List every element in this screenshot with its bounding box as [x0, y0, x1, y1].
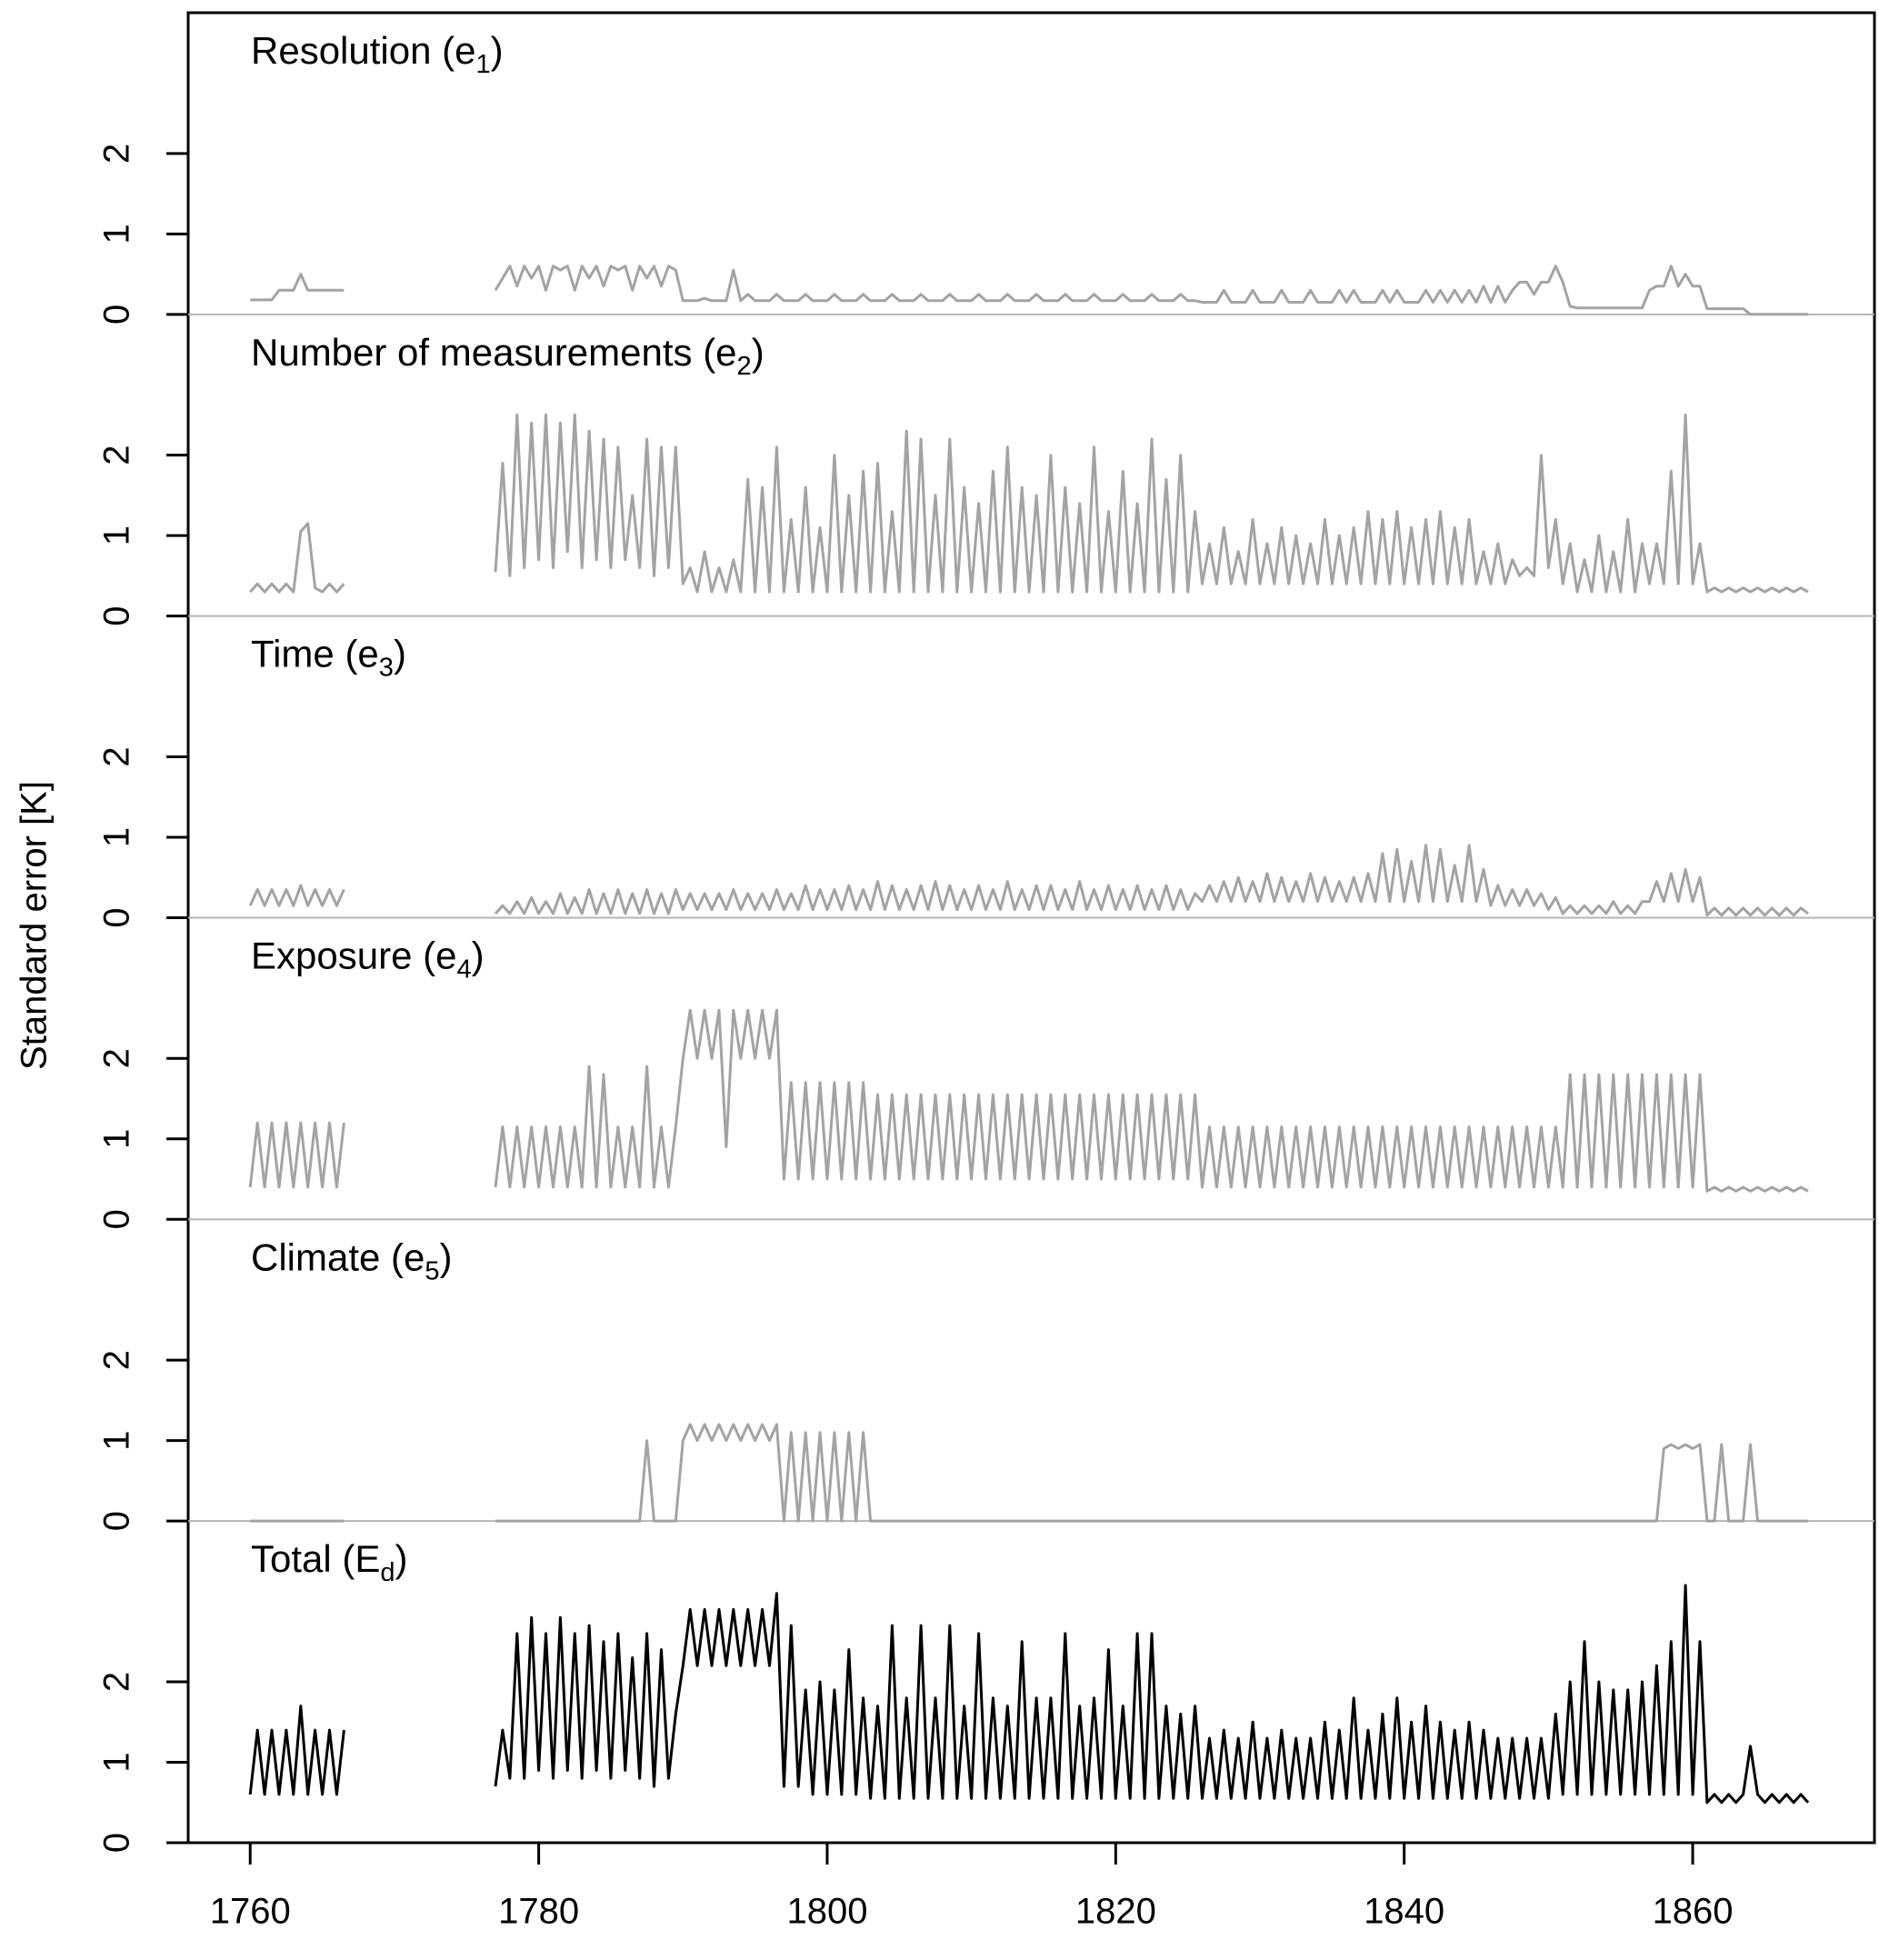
panel-title: Resolution (e1)	[251, 29, 504, 79]
panel-title-part: 5	[425, 1256, 439, 1285]
y-tick-label: 1	[97, 1430, 137, 1450]
panel-title-part: Exposure (e	[251, 934, 456, 976]
y-tick-label: 1	[97, 1752, 137, 1772]
y-tick-label: 2	[97, 1672, 137, 1692]
panel-title-part: )	[395, 1537, 408, 1580]
y-tick-label: 0	[97, 606, 137, 626]
x-tick-label: 1760	[210, 1892, 291, 1932]
panel-title-part: 4	[456, 955, 471, 984]
y-axis-label: Standard error [K]	[15, 781, 55, 1070]
panel-title-part: 2	[737, 352, 752, 381]
panel-title-part: )	[491, 29, 504, 72]
panel-title-part: )	[440, 1235, 453, 1278]
y-tick-label: 2	[97, 1048, 137, 1068]
series-line	[249, 413, 1809, 594]
panel-title-part: )	[394, 633, 406, 675]
panel-title-part: 3	[379, 654, 394, 683]
panel-title-part: d	[380, 1558, 395, 1587]
y-tick-label: 1	[97, 525, 137, 545]
panel-title: Time (e3)	[251, 633, 406, 683]
panel-title: Number of measurements (e2)	[251, 331, 765, 381]
x-tick-label: 1820	[1075, 1892, 1156, 1932]
x-tick-label: 1860	[1653, 1892, 1734, 1932]
y-tick-label: 0	[97, 305, 137, 325]
panel-title: Total (Ed)	[251, 1537, 408, 1587]
panel-title-part: 1	[475, 50, 490, 79]
panel-title-part: Time (e	[251, 633, 379, 675]
series-line	[248, 1008, 1809, 1193]
y-tick-label: 0	[97, 1511, 137, 1531]
panel-title: Exposure (e4)	[251, 934, 485, 984]
x-tick-label: 1780	[498, 1892, 579, 1932]
y-tick-label: 0	[97, 1209, 137, 1229]
panel-title-part: Total (E	[251, 1537, 380, 1580]
y-tick-label: 2	[97, 445, 137, 465]
panel-title-part: Resolution (e	[251, 29, 475, 72]
y-tick-label: 0	[97, 1833, 137, 1853]
panel-title-part: )	[752, 331, 765, 374]
y-tick-label: 1	[97, 224, 137, 244]
series-line	[250, 265, 1808, 316]
panel-title-part: )	[472, 934, 485, 976]
plot-frame	[186, 11, 1876, 1845]
y-tick-label: 0	[97, 907, 137, 927]
y-tick-label: 2	[97, 144, 137, 164]
series-line	[248, 844, 1809, 917]
panel-title-part: Number of measurements (e	[251, 331, 737, 374]
y-tick-label: 2	[97, 1350, 137, 1370]
y-tick-label: 2	[97, 746, 137, 766]
series-line	[248, 1584, 1810, 1805]
panel-title: Climate (e5)	[251, 1235, 453, 1285]
y-tick-label: 1	[97, 1129, 137, 1149]
x-tick-label: 1840	[1364, 1892, 1444, 1932]
y-tick-label: 1	[97, 827, 137, 847]
panel-title-part: Climate (e	[251, 1235, 425, 1278]
x-tick-label: 1800	[786, 1892, 867, 1932]
series-line	[250, 1423, 1808, 1523]
